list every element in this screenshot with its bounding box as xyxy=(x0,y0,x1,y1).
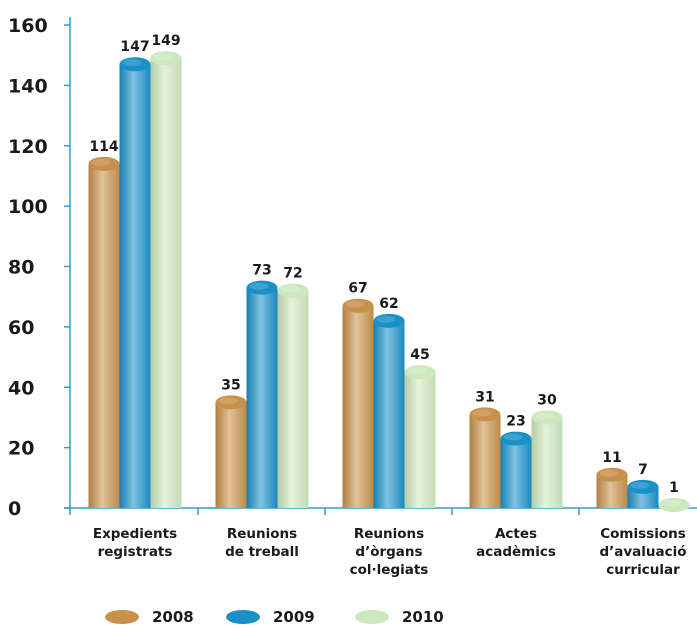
y-tick-label: 80 xyxy=(8,257,34,279)
data-label: 67 xyxy=(348,281,367,297)
data-label: 31 xyxy=(475,389,494,405)
category-label: Reunions d’òrgans col·legiats xyxy=(350,526,429,578)
x-axis xyxy=(64,507,697,515)
y-tick-label: 160 xyxy=(8,15,48,37)
data-label: 62 xyxy=(379,296,398,312)
data-label: 11 xyxy=(602,450,621,466)
legend-item: 2009 xyxy=(226,608,315,625)
bar xyxy=(246,280,278,508)
bar xyxy=(277,283,309,508)
category-label: Expedients registrats xyxy=(93,526,177,560)
data-label: 35 xyxy=(221,377,240,393)
bar xyxy=(373,313,405,508)
bar xyxy=(596,467,628,508)
data-label: 23 xyxy=(506,414,525,430)
data-label: 114 xyxy=(89,139,118,155)
legend-swatch xyxy=(355,610,389,624)
bars xyxy=(88,51,690,512)
data-label: 7 xyxy=(638,462,648,478)
legend-swatch xyxy=(105,610,139,624)
data-label: 147 xyxy=(120,39,149,55)
y-tick-label: 60 xyxy=(8,317,34,339)
legend-label: 2009 xyxy=(273,608,315,625)
data-label: 1 xyxy=(669,480,679,496)
y-tick-label: 140 xyxy=(8,75,48,97)
data-label: 149 xyxy=(151,33,180,49)
category-label: Actes acadèmics xyxy=(476,526,556,560)
data-label: 72 xyxy=(283,266,302,282)
data-labels: 114 147 149 35 73 72 67 62 45 31 23 30 11 7 1 xyxy=(89,33,678,496)
bar xyxy=(88,156,120,509)
legend-label: 2010 xyxy=(402,608,444,625)
category-labels: Expedients registrats Reunions de treball Re… xyxy=(93,526,687,578)
y-tick-label: 0 xyxy=(8,498,21,520)
y-tick-label: 120 xyxy=(8,136,48,158)
data-label: 73 xyxy=(252,263,271,279)
bar xyxy=(531,410,563,508)
y-tick-label: 20 xyxy=(8,438,34,460)
bar xyxy=(404,365,436,508)
y-tick-label: 100 xyxy=(8,196,48,218)
bar xyxy=(119,57,151,509)
bar xyxy=(627,479,659,508)
legend-label: 2008 xyxy=(152,608,194,625)
y-tick-label: 40 xyxy=(8,377,34,399)
legend-swatch xyxy=(226,610,260,624)
category-label: Comissions d’avaluació curricular xyxy=(599,526,686,578)
bar xyxy=(342,298,374,508)
bar xyxy=(150,51,182,509)
category-label: Reunions de treball xyxy=(225,526,299,560)
data-label: 30 xyxy=(537,392,557,408)
bar xyxy=(215,395,247,508)
bar xyxy=(658,497,690,512)
bar xyxy=(469,407,501,508)
bar xyxy=(500,431,532,508)
data-label: 45 xyxy=(410,347,429,363)
y-axis: 0 20 40 60 80 100 120 140 160 xyxy=(8,15,71,520)
legend: 2008 2009 2010 xyxy=(105,608,444,625)
legend-item: 2008 xyxy=(105,608,194,625)
legend-item: 2010 xyxy=(355,608,444,625)
